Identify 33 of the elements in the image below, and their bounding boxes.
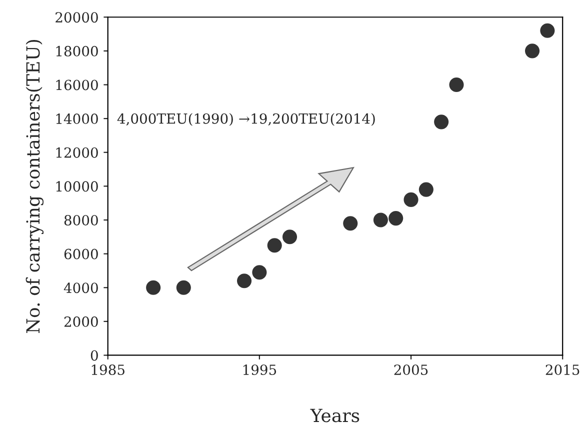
point xyxy=(146,280,161,295)
point xyxy=(524,44,540,58)
y-tick-label: 4000 xyxy=(64,282,98,294)
x-tick-label: 2015 xyxy=(546,364,580,376)
y-tick-label: 0 xyxy=(90,350,98,361)
y-axis-title: No. of carrying containers(TEU) xyxy=(26,40,44,333)
point xyxy=(404,192,418,207)
y-tick-label: 20000 xyxy=(56,12,98,23)
y-tick-label: 16000 xyxy=(56,80,98,90)
y-tick-label: 6000 xyxy=(64,248,98,260)
point xyxy=(540,23,555,38)
x-tick-label: 1985 xyxy=(92,364,124,376)
point xyxy=(282,230,298,244)
x-tick-label: 2005 xyxy=(394,364,428,376)
y-tick-label: 10000 xyxy=(56,181,98,192)
y-tick-label: 18000 xyxy=(56,46,98,56)
point xyxy=(267,238,282,253)
point xyxy=(434,114,449,130)
y-tick-label: 2000 xyxy=(64,316,98,327)
y-tick-label: 12000 xyxy=(56,147,98,158)
x-tick-label: 1995 xyxy=(243,364,276,376)
point xyxy=(236,274,252,288)
point xyxy=(176,280,191,295)
annotation: 4,000TEU(1990) →19,200TEU(2014) xyxy=(117,113,375,126)
point xyxy=(388,211,404,226)
point xyxy=(252,265,267,280)
y-tick-label: 14000 xyxy=(56,114,98,124)
y-tick-label: 8000 xyxy=(64,214,98,226)
x-axis-title: Years xyxy=(310,408,360,422)
point xyxy=(373,212,388,228)
point xyxy=(343,216,358,231)
point xyxy=(418,182,434,197)
point xyxy=(449,77,464,92)
